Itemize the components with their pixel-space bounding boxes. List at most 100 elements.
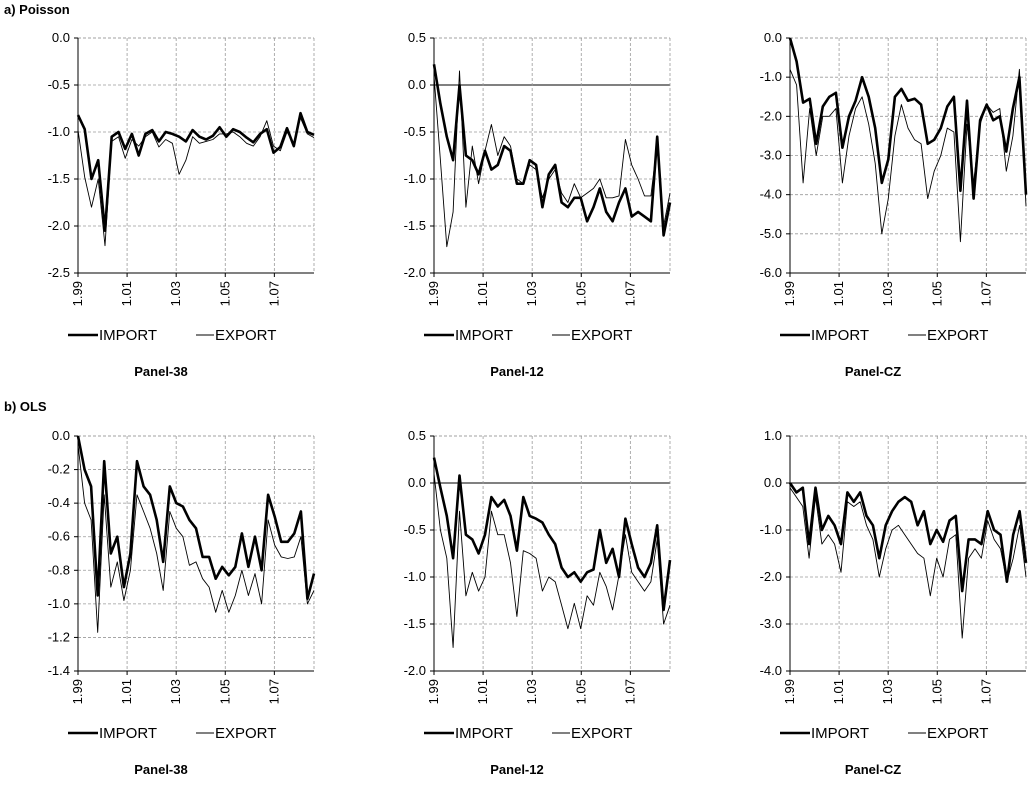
y-tick-label: -4.0	[760, 663, 782, 678]
section-label-poisson: a) Poisson	[4, 2, 70, 17]
x-tick-label: 1.05	[217, 281, 232, 306]
panel-title: Panel-12	[490, 762, 543, 777]
x-tick-label: 1.99	[70, 281, 85, 306]
y-tick-label: -0.5	[404, 522, 426, 537]
y-tick-label: -0.4	[48, 495, 70, 510]
y-tick-label: 0.0	[52, 428, 70, 443]
x-tick-label: 1.01	[475, 281, 490, 306]
legend-label-import: IMPORT	[99, 725, 157, 742]
y-tick-label: 0.0	[408, 77, 426, 92]
y-tick-label: -2.0	[404, 265, 426, 280]
chart-panel-4: 0.5 0.0 -0.5 -1.0 -1.5 -2.01.99 1.01 1.03 1.05 1.…	[404, 428, 672, 777]
y-tick-label: -2.0	[760, 108, 782, 123]
y-tick-label: -1.5	[404, 616, 426, 631]
y-tick-label: -2.0	[404, 663, 426, 678]
x-tick-label: 1.99	[782, 679, 797, 704]
legend-label-export: EXPORT	[927, 327, 988, 344]
y-tick-label: 0.0	[408, 475, 426, 490]
series-line-export	[789, 487, 1027, 639]
chart-panel-0: 0.0 -0.5 -1.0 -1.5 -2.0 -2.51.99 1.01 1.03 1.05 1…	[48, 30, 315, 379]
y-tick-label: -6.0	[760, 265, 782, 280]
chart-panel-3: 0.0 -0.2 -0.4 -0.6 -0.8 -1.0 -1.2 -1.41.99 1.01 1…	[48, 428, 316, 777]
x-tick-label: 1.01	[119, 679, 134, 704]
legend-label-import: IMPORT	[455, 327, 513, 344]
y-tick-label: -0.2	[48, 462, 70, 477]
x-tick-label: 1.03	[168, 679, 183, 704]
x-tick-label: 1.01	[475, 679, 490, 704]
x-tick-label: 1.99	[782, 281, 797, 306]
legend-label-import: IMPORT	[811, 725, 869, 742]
y-tick-label: -0.6	[48, 529, 70, 544]
y-tick-label: -1.2	[48, 629, 70, 644]
y-tick-label: -1.0	[404, 569, 426, 584]
series-line-export	[433, 473, 671, 648]
y-tick-label: 0.0	[52, 30, 70, 45]
y-tick-label: 0.0	[764, 30, 782, 45]
y-tick-label: 0.5	[408, 428, 426, 443]
x-tick-label: 1.05	[929, 679, 944, 704]
y-tick-label: -0.5	[404, 124, 426, 139]
legend-label-import: IMPORT	[99, 327, 157, 344]
x-tick-label: 1.03	[168, 281, 183, 306]
y-tick-label: -5.0	[760, 226, 782, 241]
x-tick-label: 1.05	[573, 679, 588, 704]
series-line-import	[788, 482, 1028, 593]
x-tick-label: 1.03	[880, 281, 895, 306]
y-tick-label: -2.0	[48, 218, 70, 233]
y-tick-label: -4.0	[760, 187, 782, 202]
x-tick-label: 1.99	[426, 281, 441, 306]
legend-label-export: EXPORT	[215, 327, 276, 344]
chart-panel-5: 1.0 0.0 -1.0 -2.0 -3.0 -4.01.99 1.01 1.03 1.05 1.…	[760, 428, 1028, 777]
panel-title: Panel-38	[134, 762, 187, 777]
series-line-export	[433, 70, 671, 248]
legend-label-export: EXPORT	[571, 327, 632, 344]
y-tick-label: -3.0	[760, 616, 782, 631]
chart-panel-2: 0.0 -1.0 -2.0 -3.0 -4.0 -5.0 -6.01.99 1.01 1.03 1…	[760, 30, 1028, 379]
legend-label-export: EXPORT	[571, 725, 632, 742]
chart-panel-1: 0.5 0.0 -0.5 -1.0 -1.5 -2.01.99 1.01 1.03 1.05 1.…	[404, 30, 672, 379]
y-tick-label: 0.0	[764, 475, 782, 490]
y-tick-label: -1.0	[760, 522, 782, 537]
y-tick-label: 1.0	[764, 428, 782, 443]
x-tick-label: 1.01	[831, 679, 846, 704]
legend-label-import: IMPORT	[455, 725, 513, 742]
x-tick-label: 1.07	[266, 679, 281, 704]
x-tick-label: 1.99	[70, 679, 85, 704]
series-line-export	[77, 117, 315, 247]
y-tick-label: 0.5	[408, 30, 426, 45]
series-line-import	[432, 64, 672, 237]
x-tick-label: 1.05	[217, 679, 232, 704]
y-tick-label: -1.0	[48, 124, 70, 139]
panel-title: Panel-CZ	[845, 762, 901, 777]
series-line-import	[432, 457, 672, 612]
x-tick-label: 1.07	[978, 679, 993, 704]
x-tick-label: 1.03	[524, 679, 539, 704]
legend-label-export: EXPORT	[215, 725, 276, 742]
y-tick-label: -2.5	[48, 265, 70, 280]
series-line-export	[77, 444, 315, 633]
section-label-ols: b) OLS	[4, 399, 47, 414]
x-tick-label: 1.03	[524, 281, 539, 306]
x-tick-label: 1.01	[831, 281, 846, 306]
panel-title: Panel-12	[490, 364, 543, 379]
x-tick-label: 1.01	[119, 281, 134, 306]
x-tick-label: 1.07	[978, 281, 993, 306]
legend-label-export: EXPORT	[927, 725, 988, 742]
y-tick-label: -1.5	[48, 171, 70, 186]
y-tick-label: -0.8	[48, 562, 70, 577]
series-line-import	[76, 111, 315, 232]
series-line-import	[788, 37, 1028, 200]
y-tick-label: -3.0	[760, 148, 782, 163]
x-tick-label: 1.07	[266, 281, 281, 306]
x-tick-label: 1.03	[880, 679, 895, 704]
x-tick-label: 1.07	[622, 281, 637, 306]
x-tick-label: 1.05	[573, 281, 588, 306]
series-line-import	[76, 435, 316, 601]
x-tick-label: 1.05	[929, 281, 944, 306]
legend-label-import: IMPORT	[811, 327, 869, 344]
panel-title: Panel-CZ	[845, 364, 901, 379]
y-tick-label: -2.0	[760, 569, 782, 584]
y-tick-label: -1.4	[48, 663, 70, 678]
x-tick-label: 1.07	[622, 679, 637, 704]
